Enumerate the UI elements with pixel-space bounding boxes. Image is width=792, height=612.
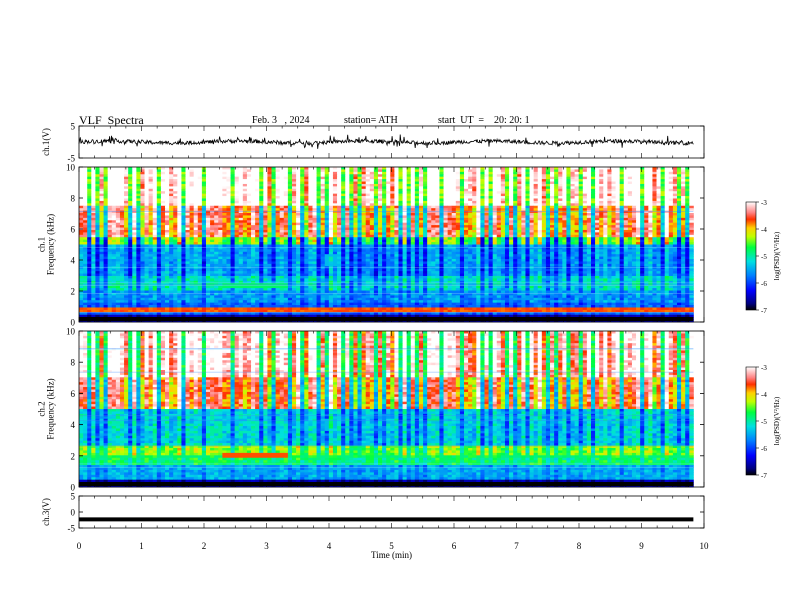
- y-tick-label: 10: [66, 327, 76, 337]
- y-axis-label: ch.3(V): [41, 498, 51, 526]
- x-tick-label: 8: [577, 541, 582, 551]
- x-tick-label: 2: [202, 541, 207, 551]
- colorbar-tick-label: -4: [761, 391, 767, 399]
- y-axis-label: Frequency (kHz): [46, 214, 56, 275]
- colorbar-label: log(PSD)(V²/Hz): [773, 396, 781, 445]
- colorbar-tick-label: -5: [761, 253, 767, 261]
- y-tick-label: 8: [71, 358, 76, 368]
- x-tick-label: 1: [139, 541, 144, 551]
- y-tick-label: 6: [71, 225, 76, 235]
- x-tick-label: 10: [700, 541, 710, 551]
- y-tick-label: 4: [71, 256, 76, 266]
- x-tick-label: 0: [77, 541, 82, 551]
- ch1-waveform: [79, 135, 693, 149]
- y-axis-label: Frequency (kHz): [46, 378, 56, 439]
- y-tick-label: -5: [68, 524, 76, 534]
- y-tick-label: 10: [66, 163, 76, 173]
- x-axis-label: Time (min): [371, 550, 412, 560]
- y-tick-label: 2: [71, 287, 76, 297]
- y-tick-label: 4: [71, 420, 76, 430]
- colorbar-tick-label: -4: [761, 226, 767, 234]
- colorbar-tick-label: -7: [761, 307, 767, 315]
- y-tick-label: 6: [71, 389, 76, 399]
- colorbar: [746, 202, 756, 310]
- x-tick-label: 9: [639, 541, 644, 551]
- colorbar-tick-label: -5: [761, 418, 767, 426]
- y-tick-label: 5: [71, 492, 76, 502]
- ch2-spectrogram: [79, 331, 694, 487]
- colorbar-tick-label: -3: [761, 199, 767, 207]
- y-tick-label: 2: [71, 451, 76, 461]
- colorbar-tick-label: -3: [761, 364, 767, 372]
- y-tick-label: 0: [71, 508, 76, 518]
- x-tick-label: 6: [452, 541, 457, 551]
- x-tick-label: 7: [514, 541, 519, 551]
- colorbar-tick-label: -6: [761, 445, 767, 453]
- colorbar-label: log(PSD)(V²/Hz): [773, 231, 781, 280]
- colorbar-tick-label: -7: [761, 472, 767, 480]
- x-tick-label: 4: [327, 541, 332, 551]
- y-tick-label: 5: [71, 122, 76, 132]
- y-axis-label: ch.1(V): [41, 128, 51, 156]
- y-tick-label: 8: [71, 194, 76, 204]
- colorbar-tick-label: -6: [761, 280, 767, 288]
- x-tick-label: 3: [264, 541, 269, 551]
- colorbar: [746, 367, 756, 475]
- ch1-spectrogram: [79, 167, 694, 322]
